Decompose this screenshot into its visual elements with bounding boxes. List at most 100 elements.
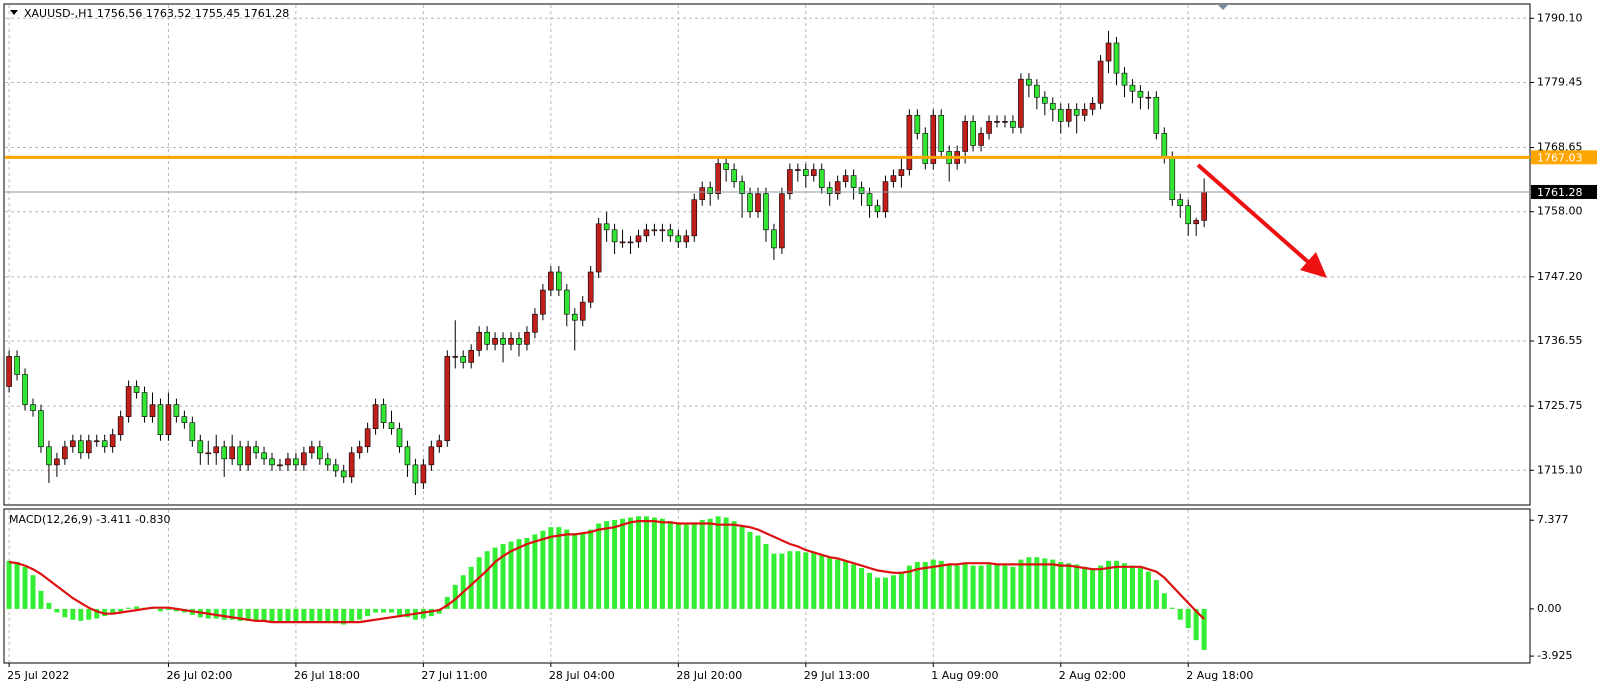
histogram-bar	[70, 608, 76, 620]
histogram-bar	[843, 560, 849, 609]
level-label: 1767.03	[1537, 151, 1583, 164]
candle-body	[1169, 157, 1176, 200]
histogram-bar	[1090, 569, 1096, 609]
candle-body	[149, 404, 156, 417]
x-tick-label: 27 Jul 11:00	[421, 669, 487, 682]
candle-body	[1065, 108, 1072, 122]
candle-body	[22, 374, 28, 405]
histogram-bar	[1058, 562, 1064, 609]
histogram-bar	[683, 524, 689, 609]
histogram-bar	[787, 551, 793, 609]
histogram-bar	[556, 527, 562, 609]
candle-body	[731, 169, 737, 182]
candle-body	[970, 121, 976, 146]
candle-body	[683, 235, 690, 243]
y-tick-label: 1747.20	[1537, 270, 1583, 283]
candle-body	[1042, 96, 1048, 104]
candle-body	[348, 452, 355, 478]
candle-body	[540, 289, 546, 315]
histogram-bar	[173, 608, 179, 612]
candle-body	[324, 458, 331, 466]
candle-body	[484, 331, 490, 345]
candle-body	[253, 446, 259, 454]
candle-body	[548, 271, 554, 291]
candle-body	[460, 356, 467, 363]
candle-body	[181, 416, 188, 423]
candle-body	[723, 163, 729, 170]
histogram-bar	[875, 577, 881, 609]
histogram-bar	[309, 608, 315, 621]
candle-body	[579, 301, 586, 321]
histogram-bar	[102, 608, 108, 617]
histogram-bar	[835, 559, 841, 609]
candle-body	[301, 452, 307, 466]
histogram-bar	[779, 553, 785, 609]
histogram-bar	[620, 518, 626, 609]
candle-body	[524, 331, 530, 345]
histogram-bar	[707, 518, 713, 609]
candle-body	[771, 229, 777, 249]
candle-body	[890, 175, 897, 182]
histogram-bar	[500, 543, 506, 609]
x-tick-label: 28 Jul 20:00	[676, 669, 742, 682]
y-tick-label: 1779.45	[1537, 75, 1583, 88]
candle-body	[763, 193, 769, 231]
trend-arrow	[1196, 163, 1317, 270]
candle-body	[1049, 102, 1056, 110]
candle-body	[1057, 108, 1064, 122]
candle-body	[1010, 121, 1016, 128]
candle-body	[109, 434, 116, 448]
candle-body	[787, 169, 793, 194]
candle-body	[165, 404, 172, 436]
candle-body	[261, 452, 267, 460]
histogram-bar	[6, 560, 12, 609]
histogram-bar	[349, 608, 355, 623]
histogram-bar	[580, 533, 586, 609]
histogram-bar	[532, 534, 538, 609]
candle-body	[882, 181, 889, 213]
histogram-bar	[827, 557, 833, 609]
histogram-bar	[165, 608, 171, 611]
candle-body	[866, 193, 873, 207]
candle-body	[587, 271, 594, 303]
candle-body	[1105, 42, 1112, 62]
candle-body	[237, 446, 243, 466]
candle-body	[755, 193, 761, 213]
histogram-bar	[404, 608, 410, 618]
histogram-bar	[1177, 608, 1183, 620]
candle-body	[277, 464, 283, 467]
histogram-bar	[1010, 566, 1016, 609]
candle-body	[563, 289, 570, 315]
y-tick-label: 0.00	[1537, 602, 1562, 615]
candle-body	[1113, 42, 1120, 74]
candle-body	[699, 187, 706, 200]
candle-body	[675, 235, 682, 243]
histogram-bar	[1169, 607, 1175, 609]
histogram-bar	[604, 521, 610, 609]
histogram-bar	[906, 565, 912, 609]
histogram-bar	[914, 562, 920, 609]
candle-body	[404, 446, 411, 466]
histogram-bar	[1106, 560, 1112, 609]
histogram-bar	[1161, 593, 1167, 609]
candle-body	[46, 446, 52, 466]
histogram-bar	[1129, 565, 1135, 609]
candle-body	[70, 440, 76, 448]
histogram-bar	[365, 608, 371, 617]
histogram-bar	[994, 564, 1000, 609]
histogram-bar	[452, 584, 458, 609]
candle-body	[834, 181, 841, 194]
histogram-bar	[492, 547, 498, 609]
histogram-bar	[882, 577, 888, 609]
x-tick-label: 26 Jul 18:00	[294, 669, 360, 682]
candle-body	[1089, 102, 1096, 110]
y-tick-label: 7.377	[1537, 513, 1569, 526]
histogram-bar	[938, 560, 944, 609]
histogram-bar	[245, 608, 251, 621]
histogram-bar	[1145, 571, 1151, 609]
candle-body	[667, 229, 674, 237]
y-tick-label: -3.925	[1537, 649, 1572, 662]
histogram-bar	[1185, 608, 1191, 629]
candle-body	[795, 169, 801, 171]
